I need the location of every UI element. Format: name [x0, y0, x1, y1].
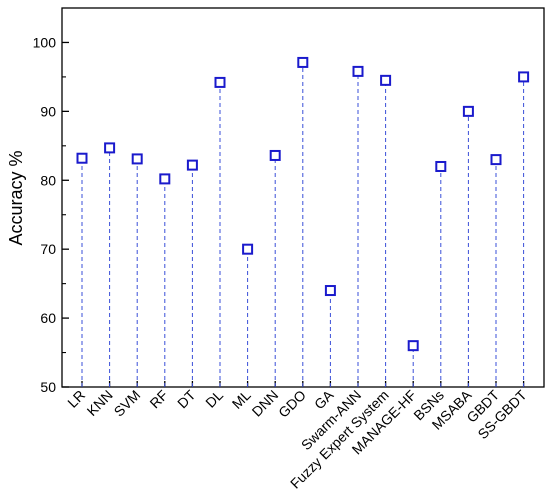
y-axis: 50 60 70 80 90 100	[33, 34, 69, 395]
data-point	[490, 154, 502, 166]
data-point	[131, 153, 143, 165]
x-tick-label: RF	[146, 387, 171, 412]
data-point	[76, 152, 88, 164]
data-markers	[76, 56, 530, 352]
x-tick-label: SVM	[111, 387, 144, 420]
x-tick-label: DNN	[249, 387, 282, 420]
y-tick-label: 90	[40, 103, 56, 119]
x-tick-label: KNN	[84, 387, 116, 419]
y-tick-label: 80	[40, 172, 56, 188]
y-axis-label: Accuracy %	[6, 150, 26, 245]
y-tick-label: 100	[33, 34, 57, 50]
drop-lines	[81, 67, 525, 387]
x-tick-label: DL	[202, 387, 226, 411]
data-point	[269, 149, 281, 161]
data-point	[380, 74, 392, 86]
data-point	[324, 285, 336, 297]
y-tick-label: 70	[40, 241, 56, 257]
y-tick-label: 50	[40, 379, 56, 395]
data-point	[297, 56, 309, 68]
data-point	[159, 173, 171, 185]
data-point	[407, 340, 419, 352]
x-tick-label: GDO	[275, 387, 309, 421]
data-point	[462, 105, 474, 117]
y-tick-label: 60	[40, 310, 56, 326]
data-point	[518, 71, 530, 83]
data-point	[186, 159, 198, 171]
data-point	[242, 243, 254, 255]
data-point	[214, 76, 226, 88]
x-tick-label: DT	[174, 386, 199, 411]
data-point	[435, 160, 447, 172]
data-point	[104, 142, 116, 154]
data-point	[352, 65, 364, 77]
